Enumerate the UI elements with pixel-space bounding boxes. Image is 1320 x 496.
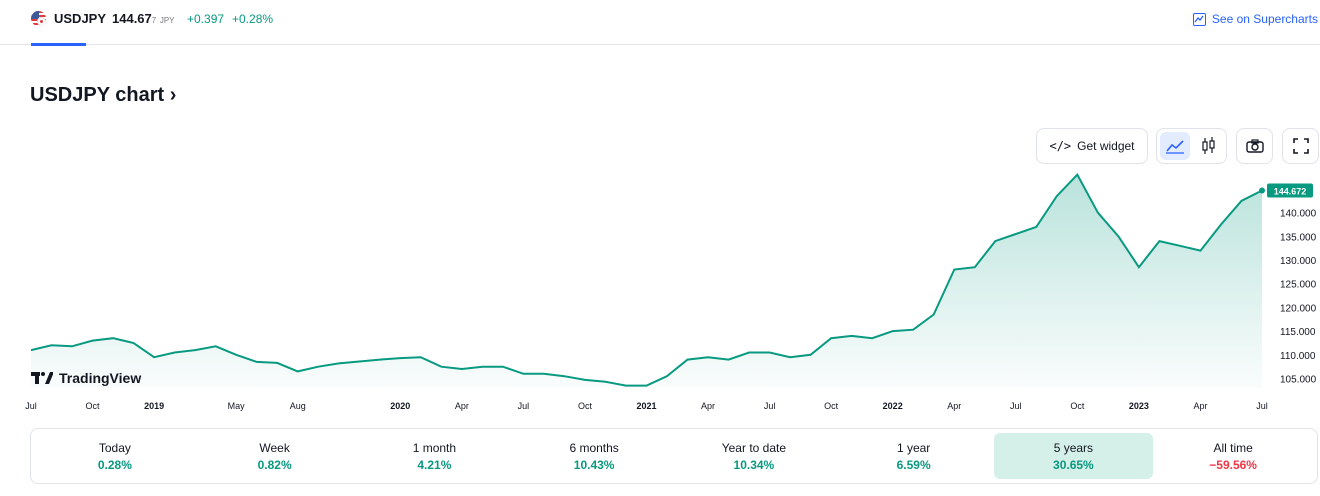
period-value: −59.56% <box>1209 457 1257 472</box>
symbol-header: USDJPY 144.677 JPY +0.397 +0.28% See on … <box>0 0 1320 46</box>
x-tick-label: 2022 <box>883 401 903 411</box>
period-6-months[interactable]: 6 months 10.43% <box>514 433 674 479</box>
candlestick-icon[interactable] <box>1194 132 1224 160</box>
tradingview-logo-text: TradingView <box>59 370 142 386</box>
fullscreen-button[interactable] <box>1282 128 1319 164</box>
price-tail: 7 <box>151 16 157 25</box>
camera-icon <box>1245 139 1264 153</box>
price-point <box>1259 187 1265 194</box>
period-label: Today <box>98 440 131 455</box>
price-change: +0.397 <box>187 12 225 26</box>
period-week[interactable]: Week 0.82% <box>195 433 355 479</box>
tradingview-logo-icon <box>31 371 54 385</box>
period-value: 0.28% <box>97 457 132 472</box>
period-label: 6 months <box>569 440 619 455</box>
y-tick-label: 130.000 <box>1280 256 1317 267</box>
y-tick-label: 105.000 <box>1280 375 1317 386</box>
price: 144.677 JPY <box>112 11 175 26</box>
x-tick-label: Jul <box>518 401 530 411</box>
period-value: 4.21% <box>417 457 452 472</box>
period-value: 10.43% <box>573 457 615 472</box>
period-label: 1 year <box>896 440 931 455</box>
x-tick-label: 2019 <box>144 401 164 411</box>
period-label: All time <box>1213 440 1253 455</box>
y-tick-label: 135.000 <box>1280 232 1317 243</box>
period-value: 6.59% <box>896 457 931 472</box>
page-title-text: USDJPY chart <box>30 84 165 106</box>
price-line <box>30 173 1263 387</box>
x-tick-label: Oct <box>578 401 593 411</box>
last-price-label: 144.672 <box>1274 187 1307 197</box>
x-tick-label: Oct <box>824 401 839 411</box>
period-year-to-date[interactable]: Year to date 10.34% <box>674 433 834 479</box>
area-chart-icon[interactable] <box>1160 132 1190 160</box>
code-icon: </> <box>1049 139 1072 153</box>
period-today[interactable]: Today 0.28% <box>35 433 195 479</box>
period-value: 10.34% <box>733 457 775 472</box>
x-tick-label: 2021 <box>636 401 656 411</box>
x-tick-label: Oct <box>86 401 101 411</box>
y-tick-label: 110.000 <box>1280 351 1316 362</box>
x-tick-label: 2023 <box>1129 401 1149 411</box>
see-on-supercharts-label: See on Supercharts <box>1211 12 1318 26</box>
period-5-years[interactable]: 5 years 30.65% <box>993 433 1154 479</box>
chart-type-group <box>1156 128 1227 164</box>
active-tab-underline <box>31 43 86 46</box>
x-tick-label: Jul <box>25 401 37 411</box>
period-value: 0.82% <box>257 457 292 472</box>
y-tick-label: 125.000 <box>1280 280 1317 291</box>
x-tick-label: Oct <box>1070 401 1085 411</box>
price-chart[interactable]: 105.000 110.000 115.000 120.000 125.000 130.0… <box>0 170 1320 420</box>
fullscreen-icon <box>1292 138 1309 154</box>
x-tick-label: 2020 <box>390 401 410 411</box>
x-tick-label: May <box>228 401 246 411</box>
page-title[interactable]: USDJPY chart › <box>30 84 176 107</box>
period-label: Year to date <box>721 440 787 455</box>
period-value: 30.65% <box>1053 457 1094 472</box>
x-tick-label: Aug <box>290 401 306 411</box>
usd-jpy-flag-icon <box>31 11 46 26</box>
price-change-percent: +0.28% <box>232 12 274 26</box>
y-tick-label: 120.000 <box>1280 303 1317 314</box>
snapshot-button[interactable] <box>1236 128 1273 164</box>
x-tick-label: Apr <box>1193 401 1207 411</box>
chart-trend-icon <box>1192 12 1206 26</box>
x-tick-label: Apr <box>947 401 961 411</box>
period-label: 5 years <box>1053 440 1094 455</box>
x-tick-label: Jul <box>1010 401 1022 411</box>
period-1-month[interactable]: 1 month 4.21% <box>355 433 515 479</box>
x-tick-label: Apr <box>701 401 715 411</box>
price-area-fill <box>31 174 1262 388</box>
get-widget-label: Get widget <box>1077 139 1135 153</box>
period-label: 1 month <box>412 440 457 455</box>
see-on-supercharts-link[interactable]: See on Supercharts <box>1192 12 1318 26</box>
y-tick-label: 140.000 <box>1280 209 1317 220</box>
x-tick-label: Apr <box>455 401 469 411</box>
get-widget-button[interactable]: </> Get widget <box>1036 128 1148 164</box>
x-tick-label: Jul <box>764 401 776 411</box>
symbol-name[interactable]: USDJPY <box>54 11 107 26</box>
chevron-right-icon: › <box>164 84 177 106</box>
currency: JPY <box>159 16 175 25</box>
x-tick-label: Jul <box>1256 401 1268 411</box>
period-all-time[interactable]: All time −59.56% <box>1153 433 1313 479</box>
tradingview-logo[interactable]: TradingView <box>31 370 141 386</box>
performance-periods: Today 0.28% Week 0.82% 1 month 4.21% 6 mont… <box>30 428 1318 484</box>
period-label: Week <box>259 440 290 455</box>
last-price-badge <box>1267 183 1313 198</box>
period-1-year[interactable]: 1 year 6.59% <box>834 433 994 479</box>
price-main: 144.67 <box>112 11 152 26</box>
y-tick-label: 115.000 <box>1280 327 1316 338</box>
